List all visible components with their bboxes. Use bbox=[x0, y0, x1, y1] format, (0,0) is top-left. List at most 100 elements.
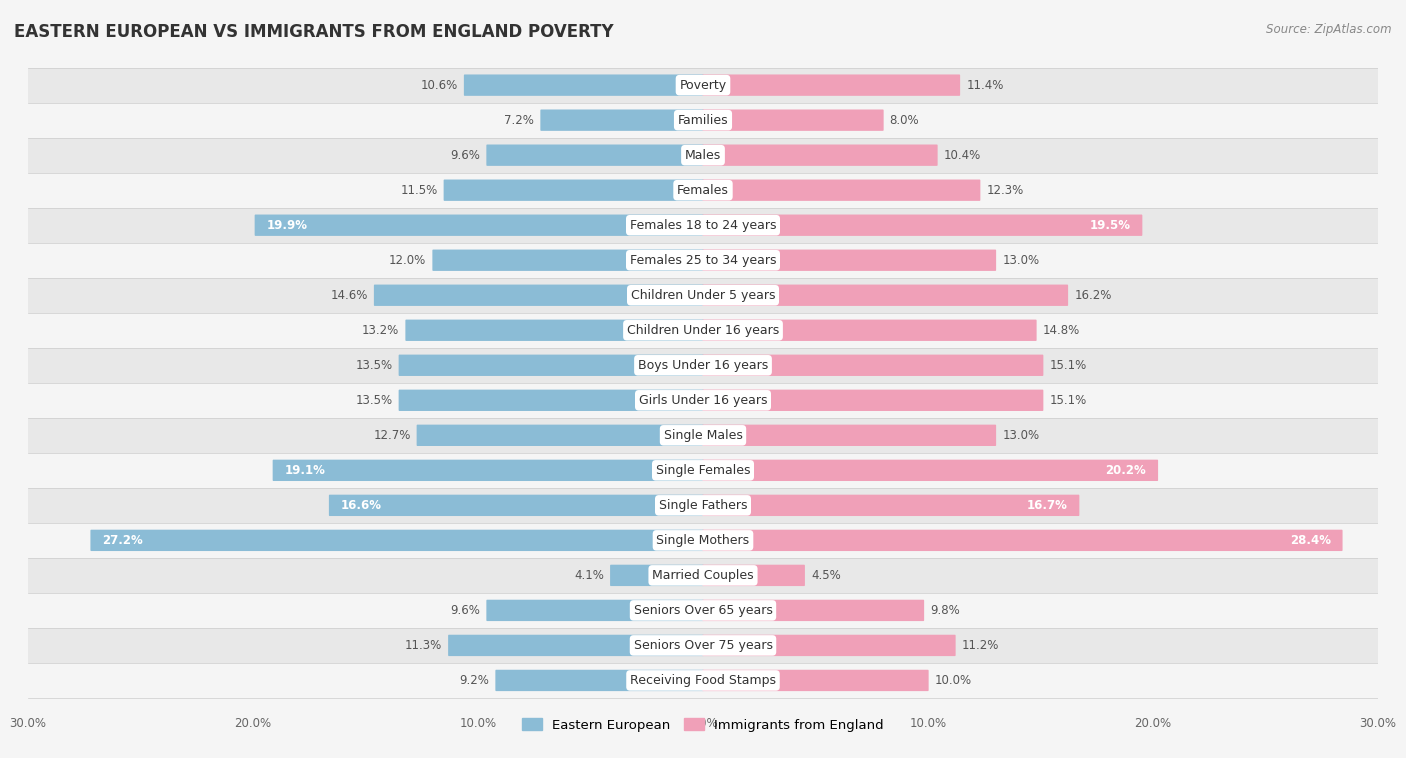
FancyBboxPatch shape bbox=[90, 530, 703, 551]
FancyBboxPatch shape bbox=[273, 459, 703, 481]
Text: Seniors Over 65 years: Seniors Over 65 years bbox=[634, 604, 772, 617]
FancyBboxPatch shape bbox=[703, 215, 1142, 236]
FancyBboxPatch shape bbox=[399, 355, 703, 376]
Text: Poverty: Poverty bbox=[679, 79, 727, 92]
FancyBboxPatch shape bbox=[703, 390, 1043, 411]
Text: 11.3%: 11.3% bbox=[405, 639, 441, 652]
FancyBboxPatch shape bbox=[703, 355, 1043, 376]
Text: Single Fathers: Single Fathers bbox=[659, 499, 747, 512]
Text: EASTERN EUROPEAN VS IMMIGRANTS FROM ENGLAND POVERTY: EASTERN EUROPEAN VS IMMIGRANTS FROM ENGL… bbox=[14, 23, 613, 41]
FancyBboxPatch shape bbox=[28, 138, 1378, 173]
FancyBboxPatch shape bbox=[28, 593, 1378, 628]
Text: 7.2%: 7.2% bbox=[505, 114, 534, 127]
Text: Single Mothers: Single Mothers bbox=[657, 534, 749, 547]
Text: 14.6%: 14.6% bbox=[330, 289, 368, 302]
FancyBboxPatch shape bbox=[374, 284, 703, 306]
FancyBboxPatch shape bbox=[444, 180, 703, 201]
FancyBboxPatch shape bbox=[28, 277, 1378, 313]
FancyBboxPatch shape bbox=[703, 565, 804, 586]
Text: 9.2%: 9.2% bbox=[460, 674, 489, 687]
FancyBboxPatch shape bbox=[28, 383, 1378, 418]
Text: 15.1%: 15.1% bbox=[1049, 359, 1087, 371]
FancyBboxPatch shape bbox=[28, 523, 1378, 558]
Text: 9.6%: 9.6% bbox=[450, 149, 481, 161]
Text: Source: ZipAtlas.com: Source: ZipAtlas.com bbox=[1267, 23, 1392, 36]
Text: 4.1%: 4.1% bbox=[574, 569, 605, 582]
Text: Single Males: Single Males bbox=[664, 429, 742, 442]
Text: 4.5%: 4.5% bbox=[811, 569, 841, 582]
FancyBboxPatch shape bbox=[449, 634, 703, 656]
Text: 19.5%: 19.5% bbox=[1090, 219, 1130, 232]
FancyBboxPatch shape bbox=[703, 249, 995, 271]
FancyBboxPatch shape bbox=[703, 495, 1080, 516]
FancyBboxPatch shape bbox=[28, 558, 1378, 593]
Text: 9.6%: 9.6% bbox=[450, 604, 481, 617]
Text: Children Under 16 years: Children Under 16 years bbox=[627, 324, 779, 337]
Text: 12.3%: 12.3% bbox=[987, 183, 1024, 196]
FancyBboxPatch shape bbox=[703, 670, 928, 691]
FancyBboxPatch shape bbox=[703, 284, 1069, 306]
FancyBboxPatch shape bbox=[703, 459, 1159, 481]
Text: 14.8%: 14.8% bbox=[1043, 324, 1080, 337]
FancyBboxPatch shape bbox=[703, 634, 956, 656]
FancyBboxPatch shape bbox=[28, 488, 1378, 523]
Text: 11.5%: 11.5% bbox=[401, 183, 437, 196]
FancyBboxPatch shape bbox=[495, 670, 703, 691]
FancyBboxPatch shape bbox=[405, 320, 703, 341]
Text: 13.0%: 13.0% bbox=[1002, 254, 1039, 267]
Text: 16.7%: 16.7% bbox=[1026, 499, 1067, 512]
Text: 11.2%: 11.2% bbox=[962, 639, 1000, 652]
Text: 16.2%: 16.2% bbox=[1074, 289, 1112, 302]
FancyBboxPatch shape bbox=[416, 424, 703, 446]
Text: 10.0%: 10.0% bbox=[935, 674, 972, 687]
Text: Females: Females bbox=[678, 183, 728, 196]
Text: Females 18 to 24 years: Females 18 to 24 years bbox=[630, 219, 776, 232]
Text: Children Under 5 years: Children Under 5 years bbox=[631, 289, 775, 302]
FancyBboxPatch shape bbox=[399, 390, 703, 411]
FancyBboxPatch shape bbox=[703, 600, 924, 621]
FancyBboxPatch shape bbox=[28, 173, 1378, 208]
Text: 19.1%: 19.1% bbox=[284, 464, 325, 477]
FancyBboxPatch shape bbox=[28, 418, 1378, 453]
Text: 11.4%: 11.4% bbox=[966, 79, 1004, 92]
Text: 12.7%: 12.7% bbox=[373, 429, 411, 442]
Text: Married Couples: Married Couples bbox=[652, 569, 754, 582]
FancyBboxPatch shape bbox=[703, 145, 938, 166]
Text: 10.6%: 10.6% bbox=[420, 79, 458, 92]
FancyBboxPatch shape bbox=[254, 215, 703, 236]
Text: 13.5%: 13.5% bbox=[356, 359, 392, 371]
FancyBboxPatch shape bbox=[703, 109, 883, 131]
Text: 10.4%: 10.4% bbox=[943, 149, 981, 161]
Text: 28.4%: 28.4% bbox=[1289, 534, 1330, 547]
Text: Males: Males bbox=[685, 149, 721, 161]
Text: Boys Under 16 years: Boys Under 16 years bbox=[638, 359, 768, 371]
FancyBboxPatch shape bbox=[28, 313, 1378, 348]
Text: 27.2%: 27.2% bbox=[103, 534, 143, 547]
Text: 19.9%: 19.9% bbox=[267, 219, 308, 232]
FancyBboxPatch shape bbox=[703, 74, 960, 96]
Text: Females 25 to 34 years: Females 25 to 34 years bbox=[630, 254, 776, 267]
FancyBboxPatch shape bbox=[28, 102, 1378, 138]
FancyBboxPatch shape bbox=[329, 495, 703, 516]
Text: Families: Families bbox=[678, 114, 728, 127]
FancyBboxPatch shape bbox=[703, 424, 995, 446]
FancyBboxPatch shape bbox=[433, 249, 703, 271]
Text: 12.0%: 12.0% bbox=[389, 254, 426, 267]
Text: 8.0%: 8.0% bbox=[890, 114, 920, 127]
FancyBboxPatch shape bbox=[28, 243, 1378, 277]
FancyBboxPatch shape bbox=[28, 67, 1378, 102]
Legend: Eastern European, Immigrants from England: Eastern European, Immigrants from Englan… bbox=[517, 713, 889, 737]
FancyBboxPatch shape bbox=[28, 628, 1378, 663]
Text: Receiving Food Stamps: Receiving Food Stamps bbox=[630, 674, 776, 687]
Text: 13.5%: 13.5% bbox=[356, 394, 392, 407]
FancyBboxPatch shape bbox=[703, 530, 1343, 551]
Text: Girls Under 16 years: Girls Under 16 years bbox=[638, 394, 768, 407]
FancyBboxPatch shape bbox=[486, 600, 703, 621]
FancyBboxPatch shape bbox=[540, 109, 703, 131]
Text: 13.2%: 13.2% bbox=[363, 324, 399, 337]
FancyBboxPatch shape bbox=[464, 74, 703, 96]
FancyBboxPatch shape bbox=[703, 320, 1036, 341]
Text: Seniors Over 75 years: Seniors Over 75 years bbox=[634, 639, 772, 652]
Text: 9.8%: 9.8% bbox=[931, 604, 960, 617]
FancyBboxPatch shape bbox=[610, 565, 703, 586]
